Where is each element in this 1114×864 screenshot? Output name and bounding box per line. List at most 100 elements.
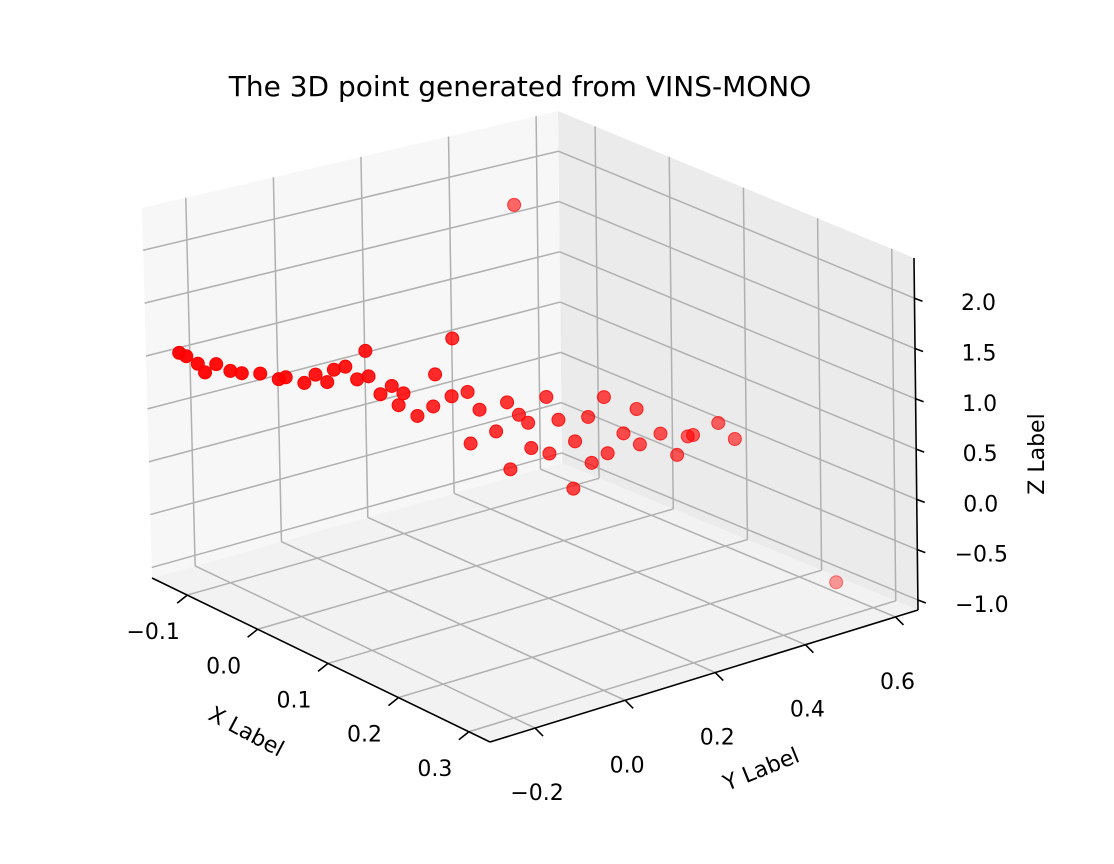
data-point bbox=[308, 367, 323, 382]
z-grid-left-line bbox=[148, 351, 561, 463]
data-point bbox=[653, 426, 668, 441]
y-tick-mark bbox=[534, 727, 544, 737]
data-point bbox=[584, 455, 599, 470]
axis-panes bbox=[142, 111, 918, 742]
y-tick-label: −0.2 bbox=[510, 781, 563, 806]
x-grid-wall-line bbox=[742, 187, 749, 540]
z-tick-label: 0.0 bbox=[963, 492, 998, 517]
data-point bbox=[410, 408, 425, 423]
data-point bbox=[391, 398, 406, 413]
data-point bbox=[829, 575, 844, 590]
y-grid-wall-line bbox=[185, 197, 196, 566]
z-grid-right-line bbox=[558, 200, 916, 350]
x-tick-label: −0.1 bbox=[126, 620, 179, 645]
y-axis-label: Y Label bbox=[719, 743, 803, 796]
data-point bbox=[223, 363, 238, 378]
x-tick-mark bbox=[247, 628, 259, 638]
y-tick-label: 0.2 bbox=[700, 726, 735, 751]
z-tick-label: 0.5 bbox=[963, 442, 998, 467]
y-tick-label: 0.4 bbox=[790, 698, 825, 723]
axis-lines bbox=[151, 257, 919, 743]
data-point bbox=[350, 372, 365, 387]
z-grid-left-line bbox=[147, 301, 561, 410]
data-point bbox=[361, 369, 376, 384]
data-point bbox=[209, 357, 224, 372]
data-point bbox=[511, 407, 526, 422]
right-wall-pane bbox=[558, 111, 918, 610]
data-point bbox=[711, 415, 726, 430]
data-point bbox=[444, 389, 459, 404]
data-point bbox=[428, 367, 443, 382]
data-point bbox=[521, 415, 536, 430]
x-tick-label: 0.2 bbox=[347, 723, 382, 748]
y-grid-floor-line bbox=[281, 541, 626, 701]
z-grid-left-line bbox=[151, 452, 563, 569]
data-point bbox=[326, 362, 341, 377]
data-point bbox=[600, 446, 615, 461]
x-tick-label: 0.0 bbox=[206, 654, 241, 679]
data-point bbox=[373, 387, 388, 402]
z-tick-mark bbox=[914, 297, 923, 302]
data-point bbox=[463, 436, 478, 451]
y-grid-wall-line bbox=[360, 156, 369, 518]
z-axis-label: Z Label bbox=[1025, 413, 1050, 494]
z-grid-left-line bbox=[142, 150, 559, 252]
x-grid-floor-line bbox=[468, 600, 896, 733]
data-point bbox=[542, 446, 557, 461]
x-grid-floor-line bbox=[327, 538, 748, 665]
x-grid-wall-line bbox=[891, 248, 897, 601]
y-grid-floor-line bbox=[194, 565, 536, 729]
data-point bbox=[686, 428, 701, 443]
z-grid-left-line bbox=[150, 401, 562, 516]
x-grid-wall-line bbox=[816, 218, 823, 571]
data-point bbox=[460, 384, 475, 399]
y-tick-label: 0.6 bbox=[880, 670, 915, 695]
data-point bbox=[500, 395, 515, 410]
x-tick-label: 0.3 bbox=[417, 757, 452, 782]
x-tick-mark bbox=[458, 731, 470, 741]
y-grid-wall-line bbox=[535, 116, 542, 470]
y-grid-floor-line bbox=[453, 492, 806, 646]
data-point bbox=[384, 378, 399, 393]
z-tick-label: 1.5 bbox=[962, 342, 997, 367]
data-point bbox=[632, 437, 647, 452]
x-grid-floor-line bbox=[257, 508, 674, 630]
data-point bbox=[503, 462, 518, 477]
z-tick-mark bbox=[915, 398, 924, 403]
y-grid-wall-line bbox=[447, 136, 455, 494]
y-tick-mark bbox=[894, 616, 905, 626]
z-tick-label: −0.5 bbox=[955, 543, 1008, 568]
data-point bbox=[616, 426, 631, 441]
data-point bbox=[727, 431, 742, 446]
z-grid-right-line bbox=[560, 351, 918, 501]
data-point bbox=[297, 375, 312, 390]
y-tick-mark bbox=[624, 699, 634, 709]
y-axis-line bbox=[489, 609, 919, 743]
data-point bbox=[198, 365, 213, 380]
data-point bbox=[551, 412, 566, 427]
z-grid-left-line bbox=[145, 251, 560, 357]
data-point bbox=[670, 447, 685, 462]
data-point bbox=[524, 441, 539, 456]
data-point bbox=[358, 343, 373, 358]
x-tick-mark bbox=[317, 662, 329, 673]
data-point bbox=[539, 389, 554, 404]
data-point bbox=[234, 366, 249, 381]
z-grid-right-line bbox=[558, 150, 915, 299]
z-grid-right-line bbox=[559, 251, 916, 400]
z-grid-right-line bbox=[559, 301, 917, 450]
data-point bbox=[396, 386, 411, 401]
data-point bbox=[629, 401, 644, 416]
data-point bbox=[179, 349, 194, 364]
y-tick-label: 0.0 bbox=[610, 753, 645, 778]
data-point bbox=[426, 399, 441, 414]
z-tick-label: −1.0 bbox=[955, 593, 1008, 618]
left-wall-pane bbox=[142, 111, 562, 578]
data-point bbox=[566, 481, 581, 496]
x-tick-label: 0.1 bbox=[277, 688, 312, 713]
z-tick-label: 1.0 bbox=[962, 392, 997, 417]
y-tick-mark bbox=[714, 671, 724, 682]
z-tick-mark bbox=[917, 548, 926, 554]
x-tick-mark bbox=[387, 696, 399, 707]
data-points bbox=[172, 197, 844, 590]
